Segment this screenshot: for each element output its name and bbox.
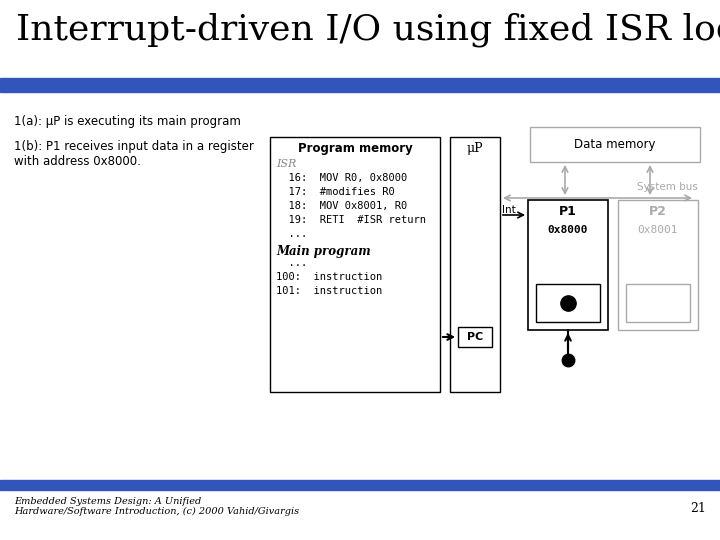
Text: Embedded Systems Design: A Unified: Embedded Systems Design: A Unified xyxy=(14,497,202,506)
Text: with address 0x8000.: with address 0x8000. xyxy=(14,155,141,168)
Text: 0x8001: 0x8001 xyxy=(638,225,678,235)
Text: System bus: System bus xyxy=(637,182,698,192)
Text: P1: P1 xyxy=(559,205,577,218)
Text: Data memory: Data memory xyxy=(575,138,656,151)
Text: P2: P2 xyxy=(649,205,667,218)
Text: Program memory: Program memory xyxy=(297,142,413,155)
Text: ISR: ISR xyxy=(276,159,297,169)
Bar xyxy=(626,284,690,322)
Text: ...: ... xyxy=(276,229,307,239)
Text: 17:  #modifies R0: 17: #modifies R0 xyxy=(276,187,395,197)
Text: 19:  RETI  #ISR return: 19: RETI #ISR return xyxy=(276,215,426,225)
Text: 1(a): μP is executing its main program: 1(a): μP is executing its main program xyxy=(14,115,241,128)
Text: 16:  MOV R0, 0x8000: 16: MOV R0, 0x8000 xyxy=(276,173,408,183)
Bar xyxy=(450,137,500,392)
Text: Main program: Main program xyxy=(276,245,371,258)
Text: PC: PC xyxy=(467,332,483,342)
Text: ...: ... xyxy=(276,258,307,268)
Bar xyxy=(458,327,492,347)
Bar xyxy=(618,200,698,330)
Bar xyxy=(0,78,720,92)
Bar xyxy=(0,480,720,490)
Bar xyxy=(270,137,440,392)
Text: 1(b): P1 receives input data in a register: 1(b): P1 receives input data in a regist… xyxy=(14,140,254,153)
Bar xyxy=(530,127,700,162)
Text: 100:  instruction: 100: instruction xyxy=(276,272,382,282)
Text: 101:  instruction: 101: instruction xyxy=(276,286,382,296)
Bar xyxy=(528,200,608,330)
Text: 0x8000: 0x8000 xyxy=(548,225,588,235)
Text: Interrupt-driven I/O using fixed ISR location: Interrupt-driven I/O using fixed ISR loc… xyxy=(16,13,720,47)
Text: 18:  MOV 0x8001, R0: 18: MOV 0x8001, R0 xyxy=(276,201,408,211)
Text: Int: Int xyxy=(502,205,516,215)
Text: μP: μP xyxy=(467,142,483,155)
Text: Hardware/Software Introduction, (c) 2000 Vahid/Givargis: Hardware/Software Introduction, (c) 2000… xyxy=(14,507,299,516)
Text: 21: 21 xyxy=(690,502,706,515)
Bar xyxy=(536,284,600,322)
